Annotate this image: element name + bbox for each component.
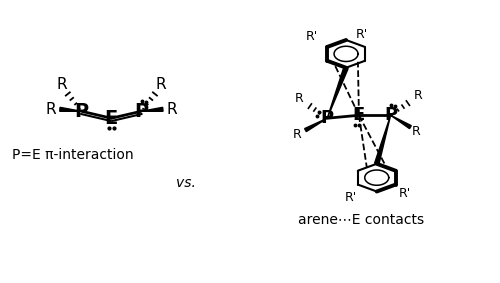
Text: P: P (74, 102, 88, 121)
Text: R: R (412, 125, 420, 138)
Text: E: E (104, 109, 118, 128)
Text: arene⋯E contacts: arene⋯E contacts (298, 213, 424, 227)
Text: P=E π-interaction: P=E π-interaction (12, 148, 134, 162)
Text: vs.: vs. (176, 175, 196, 190)
Text: R: R (46, 102, 56, 117)
Text: R': R' (306, 29, 318, 42)
Text: R: R (56, 77, 67, 92)
Polygon shape (390, 115, 411, 129)
Polygon shape (374, 115, 390, 164)
Text: R': R' (356, 27, 368, 40)
Polygon shape (141, 107, 163, 111)
Text: R: R (156, 77, 166, 92)
Polygon shape (60, 107, 82, 111)
Text: P: P (134, 102, 148, 121)
Text: R': R' (398, 187, 411, 200)
Text: R: R (295, 92, 304, 105)
Polygon shape (304, 118, 327, 132)
Polygon shape (327, 67, 348, 118)
Text: E: E (353, 106, 365, 124)
Text: R: R (166, 102, 177, 117)
Text: R: R (414, 89, 422, 102)
Text: P: P (320, 109, 334, 127)
Text: P: P (384, 106, 397, 124)
Text: R': R' (344, 191, 357, 204)
Text: R: R (293, 128, 302, 141)
